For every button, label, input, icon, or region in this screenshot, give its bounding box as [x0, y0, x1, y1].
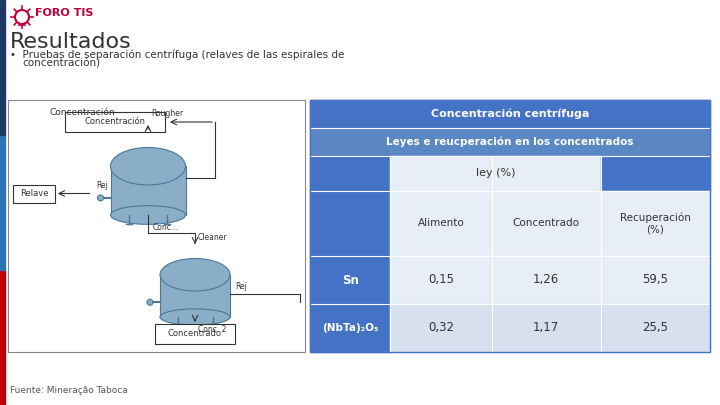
Text: Cleaner: Cleaner: [198, 233, 228, 242]
Text: Resultados: Resultados: [10, 32, 132, 52]
Bar: [600, 256, 710, 304]
Text: ley (%): ley (%): [476, 168, 516, 179]
Bar: [492, 256, 600, 304]
Bar: [600, 156, 710, 191]
Text: (NbTa)₂O₅: (NbTa)₂O₅: [322, 323, 379, 333]
Bar: [110, 166, 186, 215]
Text: Concentración centrífuga: Concentración centrífuga: [431, 109, 589, 119]
Bar: [310, 128, 710, 156]
Bar: [600, 191, 710, 256]
Text: FORO TIS: FORO TIS: [35, 8, 94, 18]
Circle shape: [97, 195, 104, 201]
Text: Conc. 2: Conc. 2: [198, 325, 226, 334]
Circle shape: [147, 299, 153, 305]
Bar: [160, 275, 230, 317]
Text: Rej: Rej: [235, 282, 247, 291]
Text: Alimento: Alimento: [418, 219, 464, 228]
Text: 25,5: 25,5: [642, 322, 668, 335]
Text: Concentración: Concentración: [84, 117, 145, 126]
Text: 59,5: 59,5: [642, 273, 668, 286]
Text: Rougher: Rougher: [151, 109, 183, 118]
Bar: [310, 256, 390, 304]
Text: Concentración: Concentración: [50, 108, 116, 117]
Ellipse shape: [110, 206, 186, 224]
Text: concentración): concentración): [22, 58, 100, 68]
Bar: [13, 185, 55, 202]
Bar: [390, 191, 492, 256]
Text: Fuente: Mineração Taboca: Fuente: Mineração Taboca: [10, 386, 127, 395]
Bar: [390, 304, 492, 352]
Text: 1,17: 1,17: [533, 322, 559, 335]
Bar: [310, 100, 710, 128]
Bar: [0, 135, 5, 270]
Bar: [0, 270, 5, 405]
Bar: [65, 112, 165, 132]
Bar: [155, 324, 235, 344]
Ellipse shape: [110, 147, 186, 185]
Bar: [8, 100, 305, 352]
Text: Concentrado: Concentrado: [513, 219, 580, 228]
Text: 0,15: 0,15: [428, 273, 454, 286]
Bar: [310, 191, 390, 256]
Text: Recuperación
(%): Recuperación (%): [620, 213, 690, 234]
Bar: [492, 191, 600, 256]
Text: 0,32: 0,32: [428, 322, 454, 335]
Text: Sn: Sn: [342, 273, 359, 286]
Bar: [0, 0, 5, 135]
Bar: [390, 256, 492, 304]
Bar: [310, 156, 390, 191]
Bar: [310, 100, 710, 352]
Bar: [600, 304, 710, 352]
Text: Relave: Relave: [19, 189, 48, 198]
Text: Rej: Rej: [96, 181, 109, 190]
Text: •  Pruebas de separación centrífuga (relaves de las espirales de: • Pruebas de separación centrífuga (rela…: [10, 49, 344, 60]
Ellipse shape: [160, 258, 230, 291]
Bar: [492, 304, 600, 352]
Text: Concentrado: Concentrado: [168, 330, 222, 339]
Bar: [390, 156, 600, 191]
Bar: [310, 304, 390, 352]
Text: 1,26: 1,26: [533, 273, 559, 286]
Text: Conc...: Conc...: [153, 223, 179, 232]
Text: Leyes e reucperación en los concentrados: Leyes e reucperación en los concentrados: [386, 137, 634, 147]
Ellipse shape: [160, 309, 230, 325]
